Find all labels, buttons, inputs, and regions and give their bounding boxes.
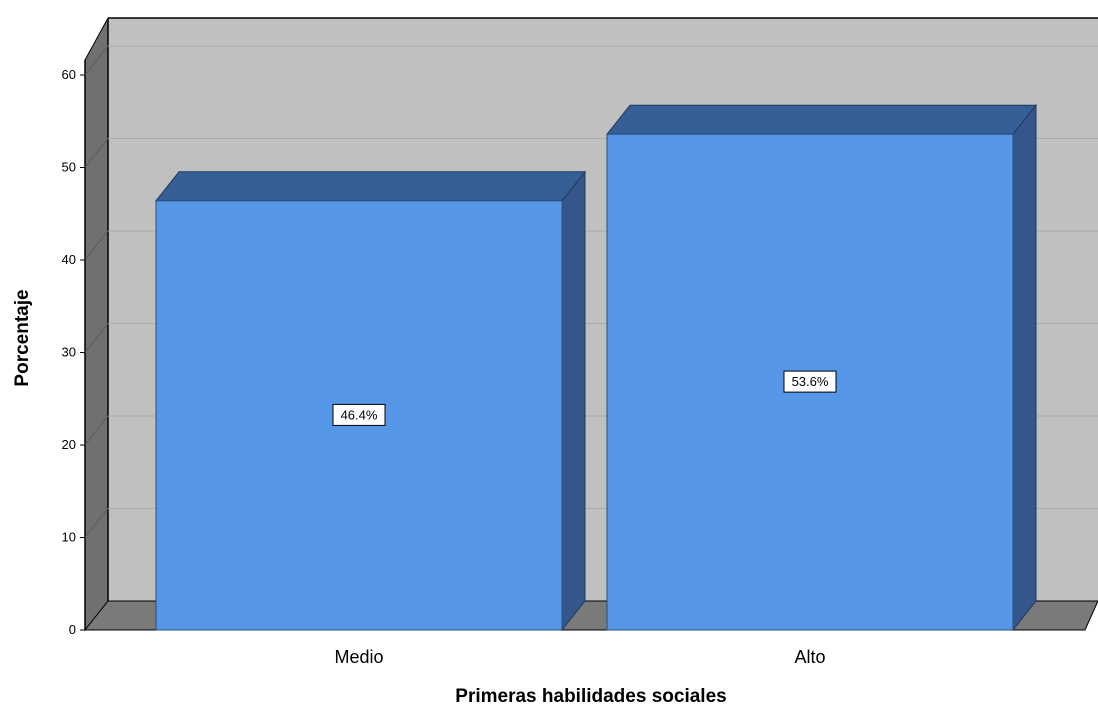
gridline-side <box>84 323 109 353</box>
bars: 46.4% 53.6% <box>154 103 1038 632</box>
bar-alto: 53.6% <box>605 103 1038 632</box>
y-tick-label: 20 <box>62 437 76 452</box>
data-label-box <box>783 370 837 393</box>
bar-top <box>605 104 1038 135</box>
y-axis-title: Porcentaje <box>12 289 33 386</box>
bar-medio: 46.4% <box>154 170 587 632</box>
gridline-side <box>84 230 109 261</box>
y-tick-label: 40 <box>62 252 76 267</box>
data-label: 53.6% <box>792 374 829 389</box>
x-axis-categories: Medio Alto <box>334 647 825 667</box>
y-tick-label: 10 <box>62 530 76 545</box>
gridline-side <box>84 508 109 538</box>
side-wall <box>84 17 109 632</box>
y-tick-label: 0 <box>69 622 76 637</box>
bar-side <box>1012 103 1037 632</box>
gridline-side <box>84 415 109 446</box>
bar-side <box>561 170 586 632</box>
gridline-side <box>84 138 109 168</box>
y-tick-label: 60 <box>62 67 76 82</box>
bar-top <box>154 171 587 202</box>
x-category-label: Alto <box>794 647 825 667</box>
data-label: 46.4% <box>341 407 378 422</box>
gridline-side <box>84 45 109 76</box>
y-tick-label: 50 <box>62 160 76 175</box>
data-label-box <box>332 403 386 426</box>
y-axis-ticks: 0 10 20 30 40 50 60 <box>62 67 85 637</box>
x-category-label: Medio <box>334 647 383 667</box>
y-tick-label: 30 <box>62 345 76 360</box>
x-axis-title: Primeras habilidades sociales <box>455 686 726 707</box>
